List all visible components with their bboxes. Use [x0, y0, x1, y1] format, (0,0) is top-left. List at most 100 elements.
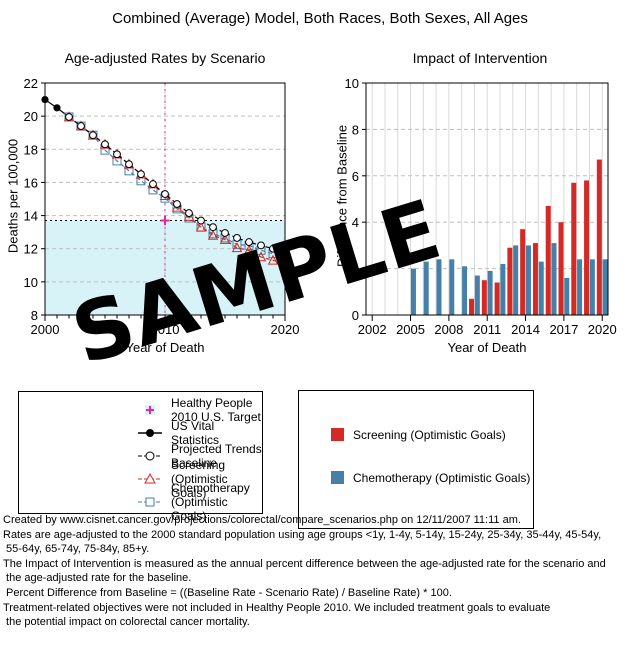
bar-chemotherapy-2011 [487, 270, 493, 315]
bar-screening-2015 [532, 243, 538, 315]
screening-marker-icon [138, 472, 162, 483]
legend-label: Healthy People 2010 U.S. Target [171, 395, 261, 424]
marker-screening-2016 [231, 242, 243, 253]
footer-line: the potential impact on colorectal cance… [3, 616, 250, 629]
bar-screening-2020 [596, 159, 602, 315]
bar-screening-2013 [507, 247, 513, 315]
footer-line: the age-adjusted rate for the baseline. [3, 572, 192, 585]
marker-projected-2011 [173, 200, 181, 208]
xtick-label: 2020 [271, 322, 300, 337]
legend-label: Chemotherapy (Optimistic Goals) [353, 470, 531, 485]
legend-item-baseline: Projected Trends Baseline [19, 442, 262, 470]
marker-projected-2014 [209, 223, 217, 232]
ytick-label: 20 [24, 109, 38, 124]
legend-label: US Vital Statistics [171, 418, 220, 447]
bar-screening-2019 [584, 180, 590, 315]
hp-target-marker [160, 216, 170, 226]
legend-item-screening-line: Screening (Optimistic Goals) [19, 458, 262, 500]
screening-swatch-icon [331, 428, 344, 441]
footer-line: Percent Difference from Baseline = ((Bas… [3, 586, 452, 599]
bar-chemotherapy-2014 [525, 245, 531, 315]
left-chart-title: Age-adjusted Rates by Scenario [64, 50, 266, 66]
footer-line: 55-64y, 65-74y, 75-84y, 85+y. [3, 543, 150, 556]
footer-notes: Created by www.cisnet.cancer.gov/project… [3, 513, 637, 630]
footer-line: The Impact of Intervention is measured a… [3, 557, 606, 570]
legend-item-hp-target: Healthy People 2010 U.S. Target [19, 395, 262, 424]
xtick-label: 2011 [473, 322, 501, 337]
left-x-axis-label: Year of Death [125, 340, 205, 355]
ytick-label: 2 [352, 262, 359, 277]
legend-label: Screening (Optimistic Goals) [353, 427, 506, 442]
marker-projected-2004 [89, 131, 97, 140]
marker-projected-2009 [149, 180, 157, 188]
marker-screening-2019 [267, 254, 279, 265]
ytick-label: 10 [345, 76, 359, 91]
footer-line: Rates are age-adjusted to the 2000 stand… [3, 528, 602, 541]
bar-screening-2014 [520, 229, 526, 315]
marker-projected-2016 [233, 234, 241, 242]
bar-chemotherapy-2019 [589, 259, 595, 315]
marker-us-2001 [53, 104, 61, 112]
bar-chemotherapy-2007 [436, 259, 442, 315]
bar-chemotherapy-2020 [602, 259, 608, 315]
marker-projected-2013 [197, 216, 205, 225]
marker-screening-2017 [243, 244, 255, 255]
marker-screening-2018 [255, 251, 267, 262]
bar-chart-legend: Screening (Optimistic Goals) Chemotherap… [298, 390, 534, 529]
xtick-label: 2020 [588, 322, 617, 337]
bar-chemotherapy-2018 [577, 259, 583, 315]
bar-screening-2011 [481, 280, 487, 315]
right-chart-title: Impact of Intervention [412, 50, 548, 66]
ytick-label: 6 [352, 169, 359, 184]
ytick-label: 0 [352, 308, 359, 323]
legend-item-screening-bar: Screening (Optimistic Goals) [299, 413, 533, 456]
footer-line: Treatment-related objectives were not in… [3, 601, 551, 614]
bar-chemotherapy-2005 [410, 268, 416, 315]
marker-projected-2002 [65, 113, 73, 121]
xtick-label: 2010 [151, 322, 180, 337]
left-plot-border [44, 82, 286, 316]
bar-screening-2017 [558, 222, 564, 315]
chemotherapy-swatch-icon [331, 471, 344, 484]
bar-screening-2012 [494, 282, 500, 315]
marker-projected-2007 [125, 160, 133, 169]
marker-screening-2015 [219, 233, 231, 244]
ytick-label: 10 [24, 275, 38, 290]
ytick-label: 16 [24, 175, 38, 190]
ytick-label: 22 [24, 76, 38, 91]
ytick-label: 12 [24, 242, 38, 257]
xtick-label: 2000 [31, 322, 60, 337]
xtick-label: 2008 [434, 322, 463, 337]
marker-projected-2006 [113, 150, 121, 159]
marker-projected-2008 [137, 170, 145, 179]
bar-screening-2016 [545, 205, 551, 315]
legend-label: Chemotherapy (Optimistic Goals) [171, 480, 250, 523]
right-plot-border [365, 82, 609, 316]
bar-chemotherapy-2015 [538, 261, 544, 315]
ytick-label: 14 [24, 209, 38, 224]
legend-item-chemotherapy-bar: Chemotherapy (Optimistic Goals) [299, 456, 533, 499]
legend-item-chemotherapy-line: Chemotherapy (Optimistic Goals) [19, 481, 262, 523]
bar-chemotherapy-2016 [551, 243, 557, 315]
xtick-label: 2002 [358, 322, 387, 337]
line-chart-legend: Healthy People 2010 U.S. Target US Vital… [18, 391, 263, 523]
bar-chemotherapy-2010 [474, 275, 480, 315]
xtick-label: 2005 [396, 322, 425, 337]
ytick-label: 8 [31, 308, 38, 323]
hp-target-marker-icon [145, 404, 155, 415]
xtick-label: 2014 [511, 322, 540, 337]
bar-chemotherapy-2006 [423, 261, 429, 315]
marker-projected-2019 [269, 244, 277, 253]
bar-chemotherapy-2008 [449, 259, 455, 315]
marker-projected-2017 [245, 238, 253, 246]
bar-chemotherapy-2009 [462, 266, 468, 315]
marker-projected-2015 [221, 229, 229, 237]
ytick-label: 4 [352, 215, 359, 230]
vital-statistics-marker-icon [138, 428, 162, 437]
marker-projected-2018 [257, 241, 265, 250]
ytick-label: 8 [352, 122, 359, 137]
legend-label: Screening (Optimistic Goals) [171, 457, 228, 500]
chemotherapy-marker-icon [138, 497, 162, 506]
